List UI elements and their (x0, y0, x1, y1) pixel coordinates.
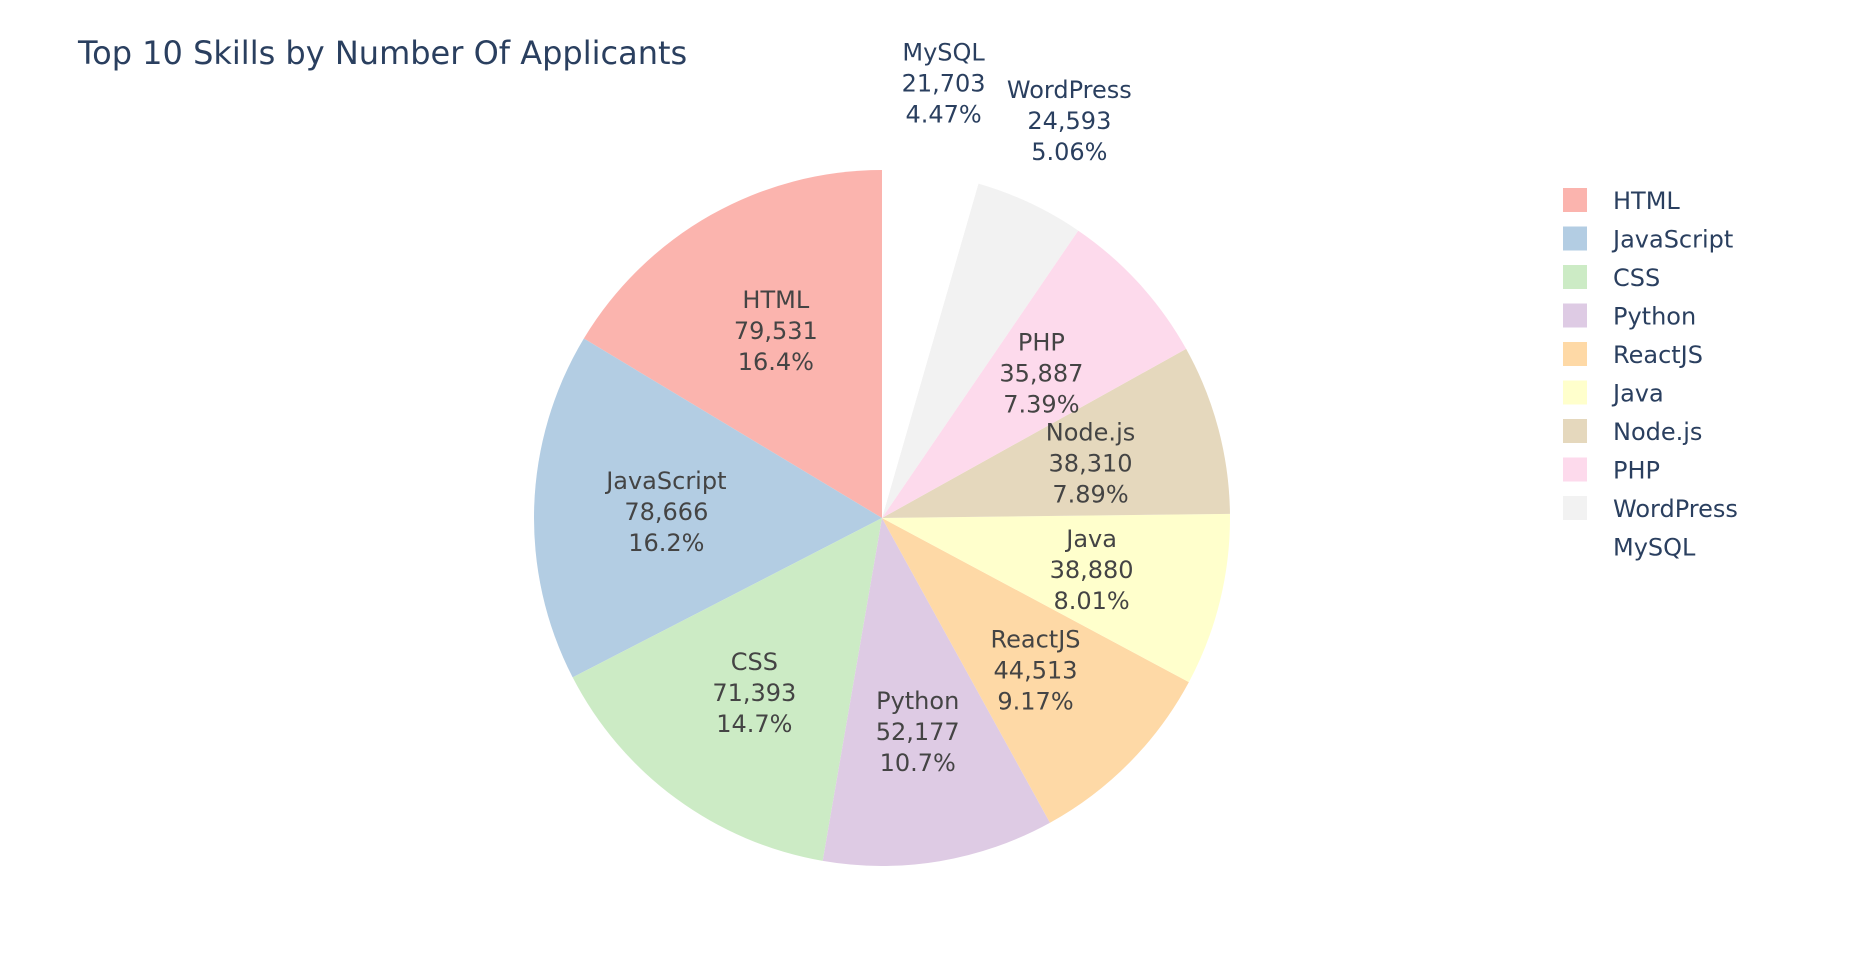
pie-labels: HTML 79,531 16.4% JavaScript 78,666 16.2% CSS 7… (604, 38, 1135, 776)
slice-label-percent-php: 7.39% (1003, 391, 1079, 419)
legend-label-node-js[interactable]: Node.js (1613, 418, 1702, 446)
legend-swatch-node-js[interactable] (1563, 419, 1587, 443)
slice-label-percent-mysql: 4.47% (905, 100, 981, 128)
slice-label-name-html: HTML (742, 286, 809, 314)
pie-slice-php[interactable] (882, 230, 1187, 518)
slice-label-value-javascript: 78,666 (624, 498, 708, 526)
legend-label-mysql[interactable]: MySQL (1613, 534, 1696, 562)
slice-label-name-javascript: JavaScript (604, 467, 726, 495)
pie-slice-python[interactable] (822, 518, 1050, 867)
legend: HTML JavaScript CSS Python ReactJS Java Node.j… (1563, 187, 1738, 562)
slice-label-value-reactjs: 44,513 (994, 657, 1078, 685)
slice-label-value-java: 38,880 (1050, 556, 1134, 584)
pie-slice-java[interactable] (882, 513, 1230, 683)
legend-swatch-wordpress[interactable] (1563, 496, 1587, 520)
chart-title: Top 10 Skills by Number Of Applicants (78, 34, 688, 72)
slice-label-percent-java: 8.01% (1053, 587, 1129, 615)
slice-label-percent-html: 16.4% (738, 348, 814, 376)
legend-swatch-java[interactable] (1563, 380, 1587, 405)
slice-label-name-node-js: Node.js (1046, 419, 1135, 447)
legend-label-php[interactable]: PHP (1613, 457, 1660, 485)
slice-label-name-python: Python (876, 687, 959, 715)
slice-label-percent-wordpress: 5.06% (1031, 138, 1107, 166)
legend-swatch-reactjs[interactable] (1563, 342, 1587, 366)
legend-label-javascript[interactable]: JavaScript (1611, 226, 1733, 254)
slice-label-percent-python: 10.7% (880, 749, 956, 777)
legend-swatch-javascript[interactable] (1563, 226, 1587, 251)
legend-swatch-mysql[interactable] (1563, 534, 1587, 559)
pie-slice-css[interactable] (572, 518, 882, 861)
pie-slice-mysql[interactable] (882, 170, 979, 518)
legend-label-wordpress[interactable]: WordPress (1613, 495, 1738, 523)
legend-swatch-python[interactable] (1563, 303, 1587, 328)
slice-label-percent-css: 14.7% (716, 710, 792, 738)
legend-label-css[interactable]: CSS (1613, 264, 1660, 292)
slice-label-value-wordpress: 24,593 (1027, 107, 1111, 135)
legend-label-java[interactable]: Java (1611, 380, 1664, 408)
slice-label-name-wordpress: WordPress (1007, 76, 1132, 104)
legend-swatch-php[interactable] (1563, 457, 1587, 482)
slice-label-name-css: CSS (731, 648, 778, 676)
legend-swatch-css[interactable] (1563, 265, 1587, 289)
slice-label-value-mysql: 21,703 (902, 69, 986, 97)
pie-slice-html[interactable] (583, 170, 882, 518)
slice-label-name-reactjs: ReactJS (991, 626, 1081, 654)
slice-label-value-python: 52,177 (876, 718, 960, 746)
slice-label-value-html: 79,531 (734, 317, 818, 345)
slice-label-name-mysql: MySQL (902, 38, 985, 66)
pie-slice-wordpress[interactable] (882, 183, 1079, 518)
legend-swatch-html[interactable] (1563, 188, 1587, 212)
slice-label-name-java: Java (1064, 525, 1117, 553)
slice-label-value-php: 35,887 (999, 360, 1083, 388)
slice-label-value-css: 71,393 (712, 679, 796, 707)
pie-slices (534, 170, 1230, 867)
pie-slice-javascript[interactable] (534, 338, 882, 678)
legend-label-python[interactable]: Python (1613, 303, 1696, 331)
slice-label-percent-reactjs: 9.17% (997, 688, 1073, 716)
slice-label-percent-node-js: 7.89% (1052, 481, 1128, 509)
slice-label-name-php: PHP (1018, 329, 1065, 357)
slice-label-value-node-js: 38,310 (1049, 450, 1133, 478)
legend-label-reactjs[interactable]: ReactJS (1613, 341, 1703, 369)
pie-slice-reactjs[interactable] (882, 518, 1189, 823)
legend-label-html[interactable]: HTML (1613, 187, 1680, 215)
slice-label-percent-javascript: 16.2% (628, 529, 704, 557)
pie-slice-node-js[interactable] (882, 348, 1230, 518)
